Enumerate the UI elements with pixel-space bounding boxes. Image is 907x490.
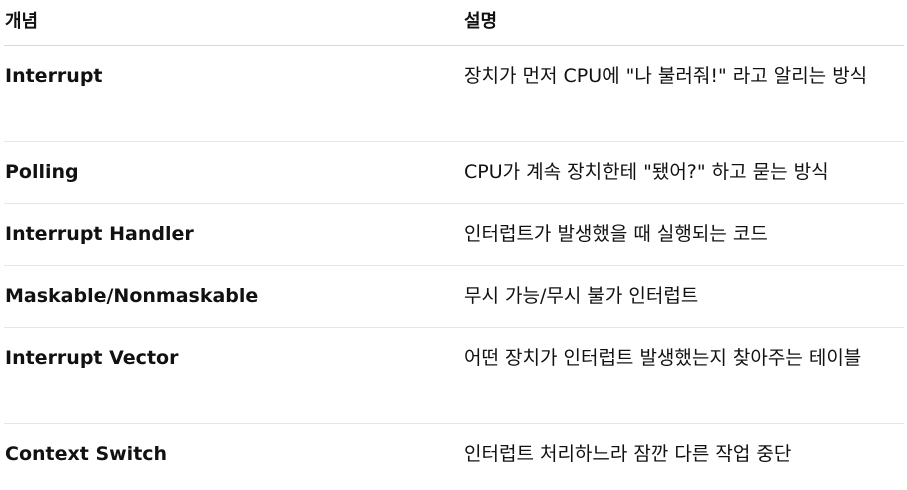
table-header-row: 개념 설명 bbox=[4, 0, 904, 46]
header-concept: 개념 bbox=[5, 11, 39, 32]
concept-cell: Polling bbox=[5, 161, 79, 183]
table-row: Interrupt Handler 인터럽트가 발생했을 때 실행되는 코드 bbox=[4, 204, 904, 266]
description-cell: 인터럽트 처리하느라 잠깐 다른 작업 중단 bbox=[464, 443, 792, 465]
concept-cell: Interrupt bbox=[5, 65, 103, 87]
concept-cell: Interrupt Vector bbox=[5, 347, 179, 369]
table-row: Maskable/Nonmaskable 무시 가능/무시 불가 인터럽트 bbox=[4, 266, 904, 328]
table-row: Interrupt Vector 어떤 장치가 인터럽트 발생했는지 찾아주는 … bbox=[4, 328, 904, 424]
table-row: Polling CPU가 계속 장치한테 "됐어?" 하고 묻는 방식 bbox=[4, 142, 904, 204]
concept-cell: Maskable/Nonmaskable bbox=[5, 285, 259, 307]
concept-table: 개념 설명 Interrupt 장치가 먼저 CPU에 "나 불러줘!" 라고 … bbox=[4, 0, 904, 486]
concept-cell: Interrupt Handler bbox=[5, 223, 194, 245]
table-row: Interrupt 장치가 먼저 CPU에 "나 불러줘!" 라고 알리는 방식 bbox=[4, 46, 904, 142]
description-cell: CPU가 계속 장치한테 "됐어?" 하고 묻는 방식 bbox=[464, 161, 829, 183]
header-description: 설명 bbox=[464, 11, 498, 32]
description-cell: 무시 가능/무시 불가 인터럽트 bbox=[464, 285, 699, 307]
description-cell: 장치가 먼저 CPU에 "나 불러줘!" 라고 알리는 방식 bbox=[464, 65, 868, 87]
description-cell: 어떤 장치가 인터럽트 발생했는지 찾아주는 테이블 bbox=[464, 347, 862, 369]
description-cell: 인터럽트가 발생했을 때 실행되는 코드 bbox=[464, 223, 768, 245]
concept-cell: Context Switch bbox=[5, 443, 168, 465]
table-row: Context Switch 인터럽트 처리하느라 잠깐 다른 작업 중단 bbox=[4, 424, 904, 486]
